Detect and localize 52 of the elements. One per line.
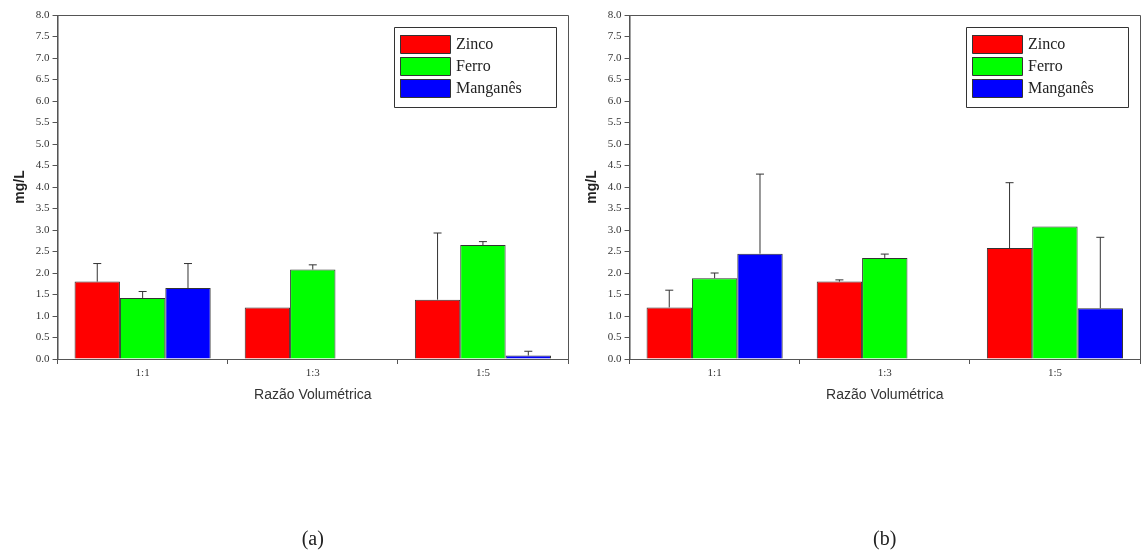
y-tick-label: 1.5: [35, 287, 51, 300]
y-tick-label: 3.5: [35, 201, 51, 214]
x-tick-label: 1:5: [1047, 366, 1063, 379]
legend-label: Zinco: [1028, 35, 1066, 53]
y-tick-label: 5.0: [35, 136, 51, 149]
y-tick-label: 7.0: [607, 50, 623, 63]
y-tick-label: 2.0: [35, 265, 51, 278]
y-tick-label: 4.0: [607, 179, 623, 192]
y-tick-label: 2.5: [35, 244, 51, 257]
y-tick-label: 6.0: [607, 93, 623, 106]
y-axis-title: mg/L: [11, 169, 28, 204]
x-tick-label: 1:3: [305, 366, 321, 379]
y-tick-label: 1.0: [35, 308, 51, 321]
y-tick-label: 8.0: [35, 7, 51, 20]
y-tick-label: 1.0: [607, 308, 623, 321]
y-tick-label: 6.5: [35, 72, 51, 85]
y-tick-label: 7.5: [35, 29, 51, 42]
y-tick-label: 2.0: [607, 265, 623, 278]
y-tick-label: 4.5: [35, 158, 51, 171]
x-tick-label: 1:1: [707, 366, 722, 379]
text: (b): [873, 527, 897, 551]
text: (a): [301, 527, 324, 551]
y-tick-label: 3.0: [607, 222, 623, 235]
y-tick-label: 6.5: [607, 72, 623, 85]
x-tick-label: 1:5: [475, 366, 491, 379]
y-tick-label: 3.0: [35, 222, 51, 235]
x-axis-title: Razão Volumétrica: [826, 386, 944, 403]
y-tick-label: 4.0: [35, 179, 51, 192]
legend-label: Ferro: [1028, 57, 1063, 75]
y-tick-label: 5.0: [607, 136, 623, 149]
x-tick-label: 1:3: [877, 366, 893, 379]
y-tick-label: 5.5: [607, 115, 623, 128]
x-axis-title: Razão Volumétrica: [254, 386, 372, 403]
y-tick-label: 7.5: [607, 29, 623, 42]
legend-label: Manganês: [1028, 79, 1094, 98]
y-tick-label: 6.0: [35, 93, 51, 106]
legend-label: Ferro: [456, 57, 491, 75]
y-tick-label: 1.5: [607, 287, 623, 300]
y-tick-label: 0.5: [607, 330, 623, 343]
y-tick-label: 7.0: [35, 50, 51, 63]
y-axis-title: mg/L: [583, 169, 600, 204]
y-tick-label: 2.5: [607, 244, 623, 257]
legend-label: Manganês: [456, 79, 522, 98]
y-tick-label: 8.0: [607, 7, 623, 20]
y-tick-label: 0.0: [35, 351, 51, 364]
y-tick-label: 0.0: [607, 351, 623, 364]
x-tick-label: 1:1: [135, 366, 150, 379]
y-tick-label: 3.5: [607, 201, 623, 214]
y-tick-label: 4.5: [607, 158, 623, 171]
y-tick-label: 5.5: [35, 115, 51, 128]
y-tick-label: 0.5: [35, 330, 51, 343]
legend-label: Zinco: [456, 35, 494, 53]
